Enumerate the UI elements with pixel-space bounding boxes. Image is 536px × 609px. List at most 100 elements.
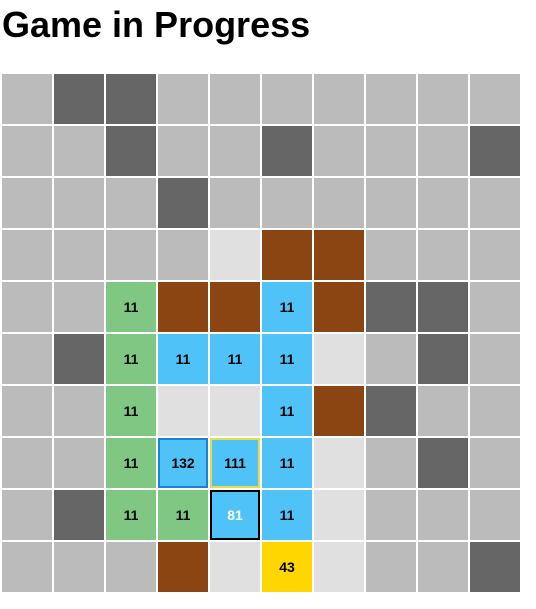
- board-cell-unknown[interactable]: [366, 74, 416, 124]
- board-cell-unknown[interactable]: [366, 178, 416, 228]
- board-cell-dirt[interactable]: [210, 282, 260, 332]
- board-cell-wall[interactable]: [262, 126, 312, 176]
- board-cell-unknown[interactable]: [2, 178, 52, 228]
- board-cell-empty[interactable]: [314, 542, 364, 592]
- board-cell-green[interactable]: 11: [106, 386, 156, 436]
- board-cell-empty[interactable]: [210, 386, 260, 436]
- board-cell-unknown[interactable]: [470, 438, 520, 488]
- board-cell-empty[interactable]: [314, 334, 364, 384]
- board-cell-unknown[interactable]: [54, 178, 104, 228]
- board-cell-unknown[interactable]: [418, 386, 468, 436]
- board-cell-blue[interactable]: 11: [262, 438, 312, 488]
- board-cell-unknown[interactable]: [2, 74, 52, 124]
- board-cell-unknown[interactable]: [418, 542, 468, 592]
- board-cell-empty[interactable]: [210, 230, 260, 280]
- board-cell-green[interactable]: 11: [106, 282, 156, 332]
- board-cell-unknown[interactable]: [314, 126, 364, 176]
- board-cell-unknown[interactable]: [418, 230, 468, 280]
- board-cell-empty[interactable]: [314, 438, 364, 488]
- board-cell-green[interactable]: 11: [158, 490, 208, 540]
- board-cell-dirt[interactable]: [262, 230, 312, 280]
- board-cell-blue[interactable]: 111: [210, 438, 260, 488]
- board-cell-blue[interactable]: 11: [158, 334, 208, 384]
- board-cell-unknown[interactable]: [2, 438, 52, 488]
- board-cell-unknown[interactable]: [2, 490, 52, 540]
- board-cell-dirt[interactable]: [314, 386, 364, 436]
- board-cell-unknown[interactable]: [418, 74, 468, 124]
- board-cell-blue[interactable]: 11: [262, 282, 312, 332]
- board-cell-unknown[interactable]: [54, 126, 104, 176]
- board-cell-unknown[interactable]: [418, 490, 468, 540]
- board-cell-unknown[interactable]: [158, 126, 208, 176]
- board-cell-unknown[interactable]: [470, 282, 520, 332]
- board-cell-yellow[interactable]: 43: [262, 542, 312, 592]
- board-cell-unknown[interactable]: [54, 386, 104, 436]
- board-cell-unknown[interactable]: [366, 438, 416, 488]
- board-cell-unknown[interactable]: [210, 126, 260, 176]
- board-cell-unknown[interactable]: [2, 542, 52, 592]
- board-cell-blue[interactable]: 11: [210, 334, 260, 384]
- board-cell-dirt[interactable]: [158, 282, 208, 332]
- board-cell-unknown[interactable]: [470, 334, 520, 384]
- board-cell-unknown[interactable]: [210, 178, 260, 228]
- board-cell-empty[interactable]: [158, 386, 208, 436]
- board-cell-unknown[interactable]: [106, 542, 156, 592]
- board-cell-unknown[interactable]: [314, 178, 364, 228]
- board-cell-unknown[interactable]: [2, 334, 52, 384]
- board-cell-unknown[interactable]: [470, 178, 520, 228]
- board-cell-unknown[interactable]: [262, 178, 312, 228]
- board-cell-unknown[interactable]: [2, 282, 52, 332]
- board-cell-blue[interactable]: 81: [210, 490, 260, 540]
- board-cell-wall[interactable]: [366, 386, 416, 436]
- board-cell-unknown[interactable]: [366, 542, 416, 592]
- board-cell-unknown[interactable]: [54, 542, 104, 592]
- board-cell-wall[interactable]: [106, 126, 156, 176]
- board-cell-blue[interactable]: 132: [158, 438, 208, 488]
- board-cell-wall[interactable]: [54, 334, 104, 384]
- board-cell-unknown[interactable]: [314, 74, 364, 124]
- board-cell-unknown[interactable]: [418, 126, 468, 176]
- board-cell-unknown[interactable]: [2, 386, 52, 436]
- board-cell-blue[interactable]: 11: [262, 334, 312, 384]
- board-cell-wall[interactable]: [54, 490, 104, 540]
- board-cell-unknown[interactable]: [470, 230, 520, 280]
- board-cell-empty[interactable]: [314, 490, 364, 540]
- board-cell-dirt[interactable]: [314, 282, 364, 332]
- board-cell-unknown[interactable]: [418, 178, 468, 228]
- board-cell-empty[interactable]: [210, 542, 260, 592]
- board-cell-wall[interactable]: [418, 282, 468, 332]
- board-cell-unknown[interactable]: [2, 230, 52, 280]
- board-cell-wall[interactable]: [418, 438, 468, 488]
- board-cell-blue[interactable]: 11: [262, 386, 312, 436]
- board-cell-unknown[interactable]: [158, 74, 208, 124]
- board-cell-green[interactable]: 11: [106, 334, 156, 384]
- board-cell-unknown[interactable]: [366, 230, 416, 280]
- board-cell-wall[interactable]: [470, 542, 520, 592]
- board-cell-unknown[interactable]: [210, 74, 260, 124]
- board-cell-unknown[interactable]: [262, 74, 312, 124]
- board-cell-green[interactable]: 11: [106, 438, 156, 488]
- board-cell-wall[interactable]: [54, 74, 104, 124]
- board-cell-unknown[interactable]: [470, 490, 520, 540]
- board-cell-green[interactable]: 11: [106, 490, 156, 540]
- board-cell-wall[interactable]: [470, 126, 520, 176]
- board-cell-unknown[interactable]: [54, 230, 104, 280]
- board-cell-wall[interactable]: [158, 178, 208, 228]
- board-cell-unknown[interactable]: [158, 230, 208, 280]
- board-cell-unknown[interactable]: [106, 230, 156, 280]
- board-cell-unknown[interactable]: [366, 334, 416, 384]
- board-cell-wall[interactable]: [418, 334, 468, 384]
- board-cell-wall[interactable]: [106, 74, 156, 124]
- board-cell-unknown[interactable]: [470, 386, 520, 436]
- board-cell-dirt[interactable]: [314, 230, 364, 280]
- board-cell-wall[interactable]: [366, 282, 416, 332]
- board-cell-unknown[interactable]: [106, 178, 156, 228]
- board-cell-unknown[interactable]: [366, 126, 416, 176]
- board-cell-unknown[interactable]: [470, 74, 520, 124]
- board-cell-dirt[interactable]: [158, 542, 208, 592]
- board-cell-unknown[interactable]: [2, 126, 52, 176]
- board-cell-unknown[interactable]: [366, 490, 416, 540]
- board-cell-unknown[interactable]: [54, 282, 104, 332]
- board-cell-unknown[interactable]: [54, 438, 104, 488]
- board-cell-blue[interactable]: 11: [262, 490, 312, 540]
